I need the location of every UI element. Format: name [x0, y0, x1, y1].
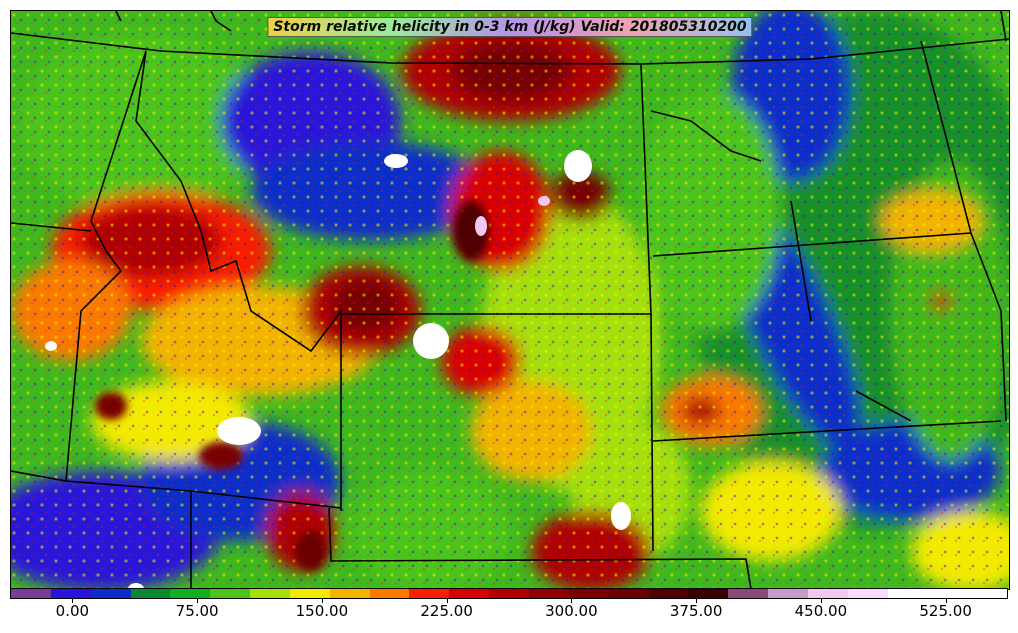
colorbar-segment	[130, 589, 171, 598]
colorbar-tick-mark	[945, 599, 947, 603]
colorbar	[10, 588, 1008, 599]
colorbar-segment	[90, 589, 131, 598]
colorbar-segment	[648, 589, 689, 598]
colorbar-tick-mark	[696, 599, 698, 603]
colorbar-tick-mark	[72, 599, 74, 603]
helicity-map	[11, 11, 1009, 589]
colorbar-segment	[449, 589, 490, 598]
colorbar-segment	[608, 589, 649, 598]
colorbar-segment	[170, 589, 211, 598]
colorbar-segment	[688, 589, 729, 598]
colorbar-tick-label: 150.00	[295, 602, 349, 620]
colorbar-tick-label: 450.00	[794, 602, 848, 620]
colorbar-tick-mark	[321, 599, 323, 603]
colorbar-segment	[927, 589, 968, 598]
colorbar-tick-mark	[446, 599, 448, 603]
colorbar-segment	[369, 589, 410, 598]
colorbar-ticks: 0.00 75.00 150.00 225.00 300.00 375.00 450.00 5…	[10, 599, 1008, 633]
colorbar-tick-label: 75.00	[175, 602, 219, 620]
colorbar-tick-label: 0.00	[55, 602, 90, 620]
colorbar-segment	[887, 589, 928, 598]
colorbar-segment	[568, 589, 609, 598]
colorbar-segment	[967, 589, 1008, 598]
map-title: Storm relative helicity in 0-3 km (J/kg)…	[267, 17, 753, 37]
colorbar-tick-mark	[820, 599, 822, 603]
colorbar-segment	[250, 589, 290, 598]
colorbar-segment	[409, 589, 450, 598]
colorbar-segment	[528, 589, 569, 598]
colorbar-segment	[489, 589, 529, 598]
colorbar-tick-mark	[571, 599, 573, 603]
colorbar-segment	[329, 589, 370, 598]
colorbar-segment	[807, 589, 848, 598]
helicity-field	[11, 11, 1009, 589]
colorbar-segment	[210, 589, 251, 598]
colorbar-segment	[50, 589, 91, 598]
state-boundaries	[11, 11, 1009, 589]
colorbar-segment	[289, 589, 330, 598]
colorbar-tick-label: 375.00	[669, 602, 723, 620]
colorbar-tick-label: 225.00	[420, 602, 473, 620]
map-panel: Storm relative helicity in 0-3 km (J/kg)…	[10, 10, 1010, 590]
colorbar-tick-mark	[197, 599, 199, 603]
colorbar-segment	[728, 589, 769, 598]
colorbar-tick-label: 300.00	[545, 602, 598, 620]
colorbar-segment	[768, 589, 808, 598]
colorbar-segment	[847, 589, 888, 598]
colorbar-segment	[11, 589, 51, 598]
colorbar-tick-label: 525.00	[919, 602, 972, 620]
